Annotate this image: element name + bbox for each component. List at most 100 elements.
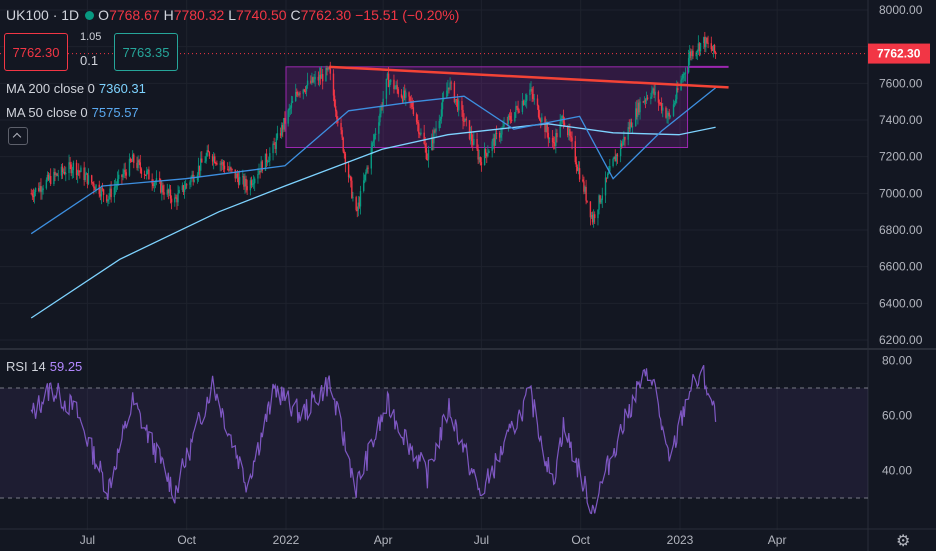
candles-group bbox=[30, 31, 717, 228]
candle-body bbox=[502, 126, 504, 129]
candle-body bbox=[237, 177, 240, 185]
candle-body bbox=[547, 132, 550, 140]
candle-body bbox=[139, 162, 141, 169]
candle-body bbox=[208, 152, 211, 157]
candle-body bbox=[84, 174, 86, 181]
candle-body bbox=[424, 143, 426, 148]
candle-body bbox=[639, 101, 641, 113]
candle-body bbox=[456, 99, 459, 111]
candle-body bbox=[623, 136, 625, 142]
candle-body bbox=[506, 123, 508, 125]
candle-body bbox=[138, 160, 140, 163]
candle-body bbox=[222, 162, 225, 166]
candle-body bbox=[479, 157, 482, 163]
candle-body bbox=[341, 130, 343, 138]
candle-body bbox=[357, 202, 360, 211]
candle-body bbox=[526, 95, 528, 101]
candle-body bbox=[168, 189, 171, 194]
candle-body bbox=[665, 107, 667, 118]
candle-body bbox=[167, 189, 170, 194]
candle-body bbox=[333, 95, 336, 107]
candle-body bbox=[140, 168, 143, 174]
candle-body bbox=[332, 73, 335, 96]
candle-body bbox=[30, 193, 32, 195]
candle-body bbox=[705, 38, 707, 48]
candle-body bbox=[590, 214, 593, 218]
rsi-line bbox=[30, 364, 717, 515]
candle-body bbox=[483, 149, 486, 166]
candle-body bbox=[297, 93, 299, 96]
candle-body bbox=[326, 68, 328, 70]
candle-body bbox=[435, 128, 437, 132]
candle-body bbox=[594, 214, 596, 219]
candle-body bbox=[243, 176, 245, 187]
sell-button[interactable]: 7762.30 bbox=[4, 33, 68, 71]
candle-body bbox=[707, 42, 709, 44]
candle-body bbox=[83, 167, 85, 181]
candle-body bbox=[538, 117, 541, 120]
candle-body bbox=[38, 188, 40, 192]
candle-body bbox=[599, 195, 601, 203]
candle-body bbox=[367, 167, 369, 169]
candle-body bbox=[287, 110, 289, 124]
candle-body bbox=[461, 101, 463, 110]
candle-body bbox=[574, 141, 576, 163]
candle-body bbox=[606, 173, 609, 179]
ma200-line bbox=[30, 123, 716, 319]
candle-body bbox=[282, 125, 284, 130]
candle-body bbox=[559, 121, 561, 138]
symbol-name[interactable]: UK100 bbox=[6, 7, 49, 23]
interval-label[interactable]: 1D bbox=[61, 7, 80, 23]
candle-body bbox=[236, 173, 239, 178]
candle-body bbox=[207, 150, 209, 153]
ma200-legend[interactable]: MA 200 close 0 7360.31 bbox=[6, 81, 146, 96]
candle-body bbox=[548, 138, 551, 140]
candle-body bbox=[154, 182, 157, 184]
gear-icon[interactable]: ⚙ bbox=[896, 533, 911, 550]
candle-body bbox=[56, 173, 58, 176]
candle-body bbox=[509, 116, 512, 120]
price-tick-label: 7200.00 bbox=[879, 150, 923, 164]
candle-body bbox=[658, 102, 661, 104]
candle-body bbox=[234, 169, 236, 179]
ma50-legend[interactable]: MA 50 close 0 7575.57 bbox=[6, 105, 139, 120]
candle-body bbox=[690, 51, 692, 56]
chevron-up-icon[interactable] bbox=[8, 127, 28, 145]
candle-body bbox=[697, 43, 700, 51]
candle-body bbox=[518, 111, 520, 113]
candle-body bbox=[101, 188, 104, 190]
candle-body bbox=[621, 143, 623, 147]
candle-body bbox=[586, 200, 588, 202]
candle-body bbox=[261, 161, 263, 171]
candle-body bbox=[463, 121, 465, 123]
rsi-legend[interactable]: RSI 14 59.25 bbox=[6, 359, 82, 374]
candle-body bbox=[185, 184, 188, 186]
candle-body bbox=[446, 90, 448, 98]
candle-body bbox=[536, 98, 539, 106]
candle-body bbox=[703, 37, 705, 44]
high-label: H bbox=[163, 7, 174, 23]
candle-body bbox=[563, 122, 566, 127]
candle-body bbox=[46, 174, 49, 180]
candle-body bbox=[314, 76, 316, 80]
candle-body bbox=[698, 43, 701, 52]
buy-button[interactable]: 7763.35 bbox=[114, 33, 178, 71]
candle-body bbox=[124, 169, 126, 173]
candle-body bbox=[363, 180, 365, 192]
candle-body bbox=[223, 165, 226, 170]
candle-body bbox=[322, 74, 324, 82]
candle-body bbox=[628, 127, 630, 129]
candle-body bbox=[348, 176, 351, 178]
candle-body bbox=[386, 73, 389, 79]
candle-body bbox=[155, 178, 158, 183]
candle-body bbox=[162, 185, 164, 193]
last-price-badge bbox=[868, 43, 930, 64]
candle-body bbox=[198, 165, 201, 171]
candle-body bbox=[529, 89, 531, 96]
candle-body bbox=[712, 45, 715, 51]
candle-body bbox=[72, 162, 75, 171]
candle-body bbox=[710, 43, 713, 50]
candle-body bbox=[144, 174, 147, 176]
candle-body bbox=[182, 185, 185, 193]
